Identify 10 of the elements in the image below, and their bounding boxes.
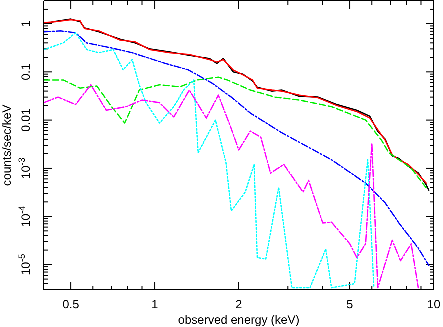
x-tick-label: 2: [236, 298, 243, 312]
y-tick-label: 0.01: [19, 108, 33, 132]
x-tick-label: 0.5: [62, 298, 80, 312]
x-tick-label: 10: [427, 298, 441, 312]
x-tick-label: 1: [152, 298, 159, 312]
y-tick-label: 0.1: [19, 63, 33, 80]
x-axis-title: observed energy (keV): [178, 313, 300, 327]
y-tick-label: 1: [19, 20, 33, 28]
x-tick-label: 5: [346, 298, 354, 312]
y-axis-title: counts/sec/keV: [0, 104, 14, 186]
